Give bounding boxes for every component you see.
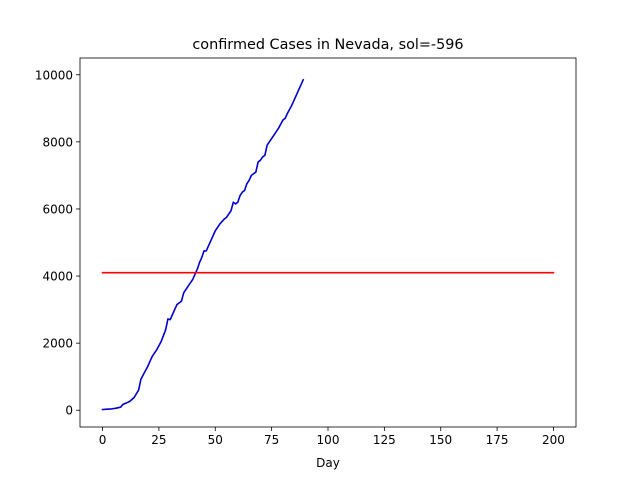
x-axis: 0 25 50 75 100 125 150 175 200: [99, 427, 565, 447]
chart-title: confirmed Cases in Nevada, sol=-596: [192, 37, 463, 53]
y-tick-label: 2000: [42, 337, 73, 351]
axes-frame: [79, 57, 577, 428]
x-tick-label: 75: [264, 433, 279, 447]
y-tick-label: 6000: [42, 202, 73, 216]
x-tick-label: 50: [208, 433, 223, 447]
x-tick-label: 125: [373, 433, 396, 447]
y-tick-label: 10000: [35, 68, 73, 82]
x-tick-label: 0: [99, 433, 107, 447]
y-axis: 0 2000 4000 6000 8000 10000: [35, 68, 80, 418]
x-tick-label: 200: [542, 433, 565, 447]
x-tick-label: 25: [151, 433, 166, 447]
y-tick-label: 4000: [42, 270, 73, 284]
y-tick-label: 8000: [42, 135, 73, 149]
x-tick-label: 150: [429, 433, 452, 447]
plot-area: [101, 78, 555, 411]
x-axis-label: Day: [316, 456, 340, 470]
x-tick-label: 175: [486, 433, 509, 447]
x-tick-label: 100: [317, 433, 340, 447]
y-tick-label: 0: [65, 404, 73, 418]
series-line-0: [101, 78, 305, 411]
